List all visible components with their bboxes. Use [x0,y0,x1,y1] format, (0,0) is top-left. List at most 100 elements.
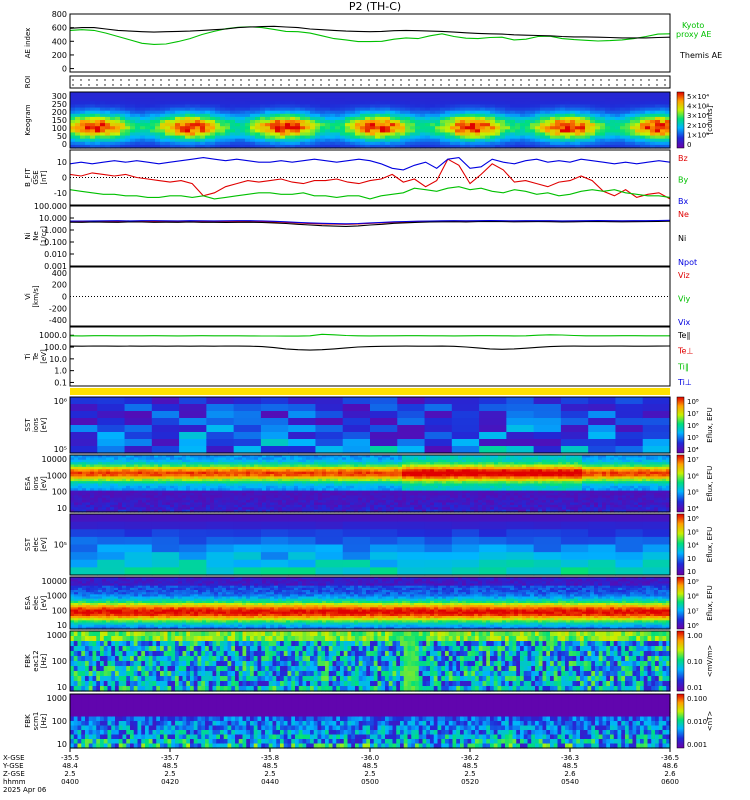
keogram-colorbar-tick: 0 [687,141,691,149]
sst_ion-cell [561,439,589,447]
roi-dot [88,79,89,80]
roi-dot [328,84,329,85]
sst_ion-cell [534,404,562,412]
roi-dot [160,84,161,85]
esa_ion-ylabel: ESA [24,476,32,490]
density-frame [70,206,670,266]
sst_ion-cell [206,397,234,405]
sst_ion-cell [534,432,562,440]
sst_ion-cell [643,425,671,433]
roi-dot [568,79,569,80]
bfield-ylabel: [nT] [40,170,48,184]
sst_ion-cell [534,425,562,433]
sst_ion-cell [479,439,507,447]
roi-dot [248,84,249,85]
roi-dot [392,84,393,85]
sst_ion-cell [206,411,234,419]
sst_ion-cell [615,432,643,440]
sst_ion-cell [179,439,207,447]
sst_ion-ylabel: SST [24,418,32,432]
roi-dot [624,79,625,80]
roi-dot [152,84,153,85]
sst_ion-cell [397,425,425,433]
temperature-legend: Ti⊥ [677,378,692,387]
sst_ion-cell [97,411,125,419]
roi-dot [88,84,89,85]
sst_ion-heatmap [70,397,671,454]
roi-dot [528,79,529,80]
roi-dot [432,79,433,80]
roi-dot [552,84,553,85]
roi-dot [104,79,105,80]
bfield-series-bx [70,158,670,170]
bfield-series-bz [70,159,670,199]
density-ytick: 0.010 [44,250,67,259]
sst_ion-cell [370,432,398,440]
keogram-colorbar [677,92,684,148]
sst_ion-cell [425,418,453,426]
roi-dot [632,79,633,80]
roi-dot [624,84,625,85]
roi-dot [136,84,137,85]
roi-dot [592,84,593,85]
ae-ytick: 600 [52,24,67,33]
roi-dot [496,84,497,85]
sst_ion-cell [397,397,425,405]
roi-dot [456,79,457,80]
roi-dot [664,84,665,85]
sst_ion-cell [288,397,316,405]
roi-dot [312,79,313,80]
roi-dot [520,84,521,85]
roi-dot [368,84,369,85]
sst_ion-cell [643,404,671,412]
roi-dot [560,84,561,85]
sst_ion-cell [506,425,534,433]
velocity-ytick: 200 [52,281,67,290]
roi-dot [200,79,201,80]
sst_ion-cell [70,425,98,433]
roi-dot [440,79,441,80]
roi-dot [576,84,577,85]
roi-dot [512,79,513,80]
roi-dot [184,84,185,85]
sst_ion-cell [97,397,125,405]
roi-dot [376,79,377,80]
sst_ion-cell [561,446,589,454]
bfield-ylabel: B_FIT [24,167,32,186]
sst_ion-cell [506,397,534,405]
roi-dot [144,84,145,85]
roi-dot [320,79,321,80]
roi-dot [256,84,257,85]
velocity-ylabel: [km/s] [32,285,40,308]
esa_ion-heatmap [70,455,671,513]
sst_ion-cell [479,411,507,419]
roi-dot [432,84,433,85]
sst_ion-cell [70,404,98,412]
roi-dot [336,79,337,80]
sst_ion-cell [534,411,562,419]
roi-dot [312,84,313,85]
sst_ion-cell [125,432,153,440]
sst_ion-cell [534,418,562,426]
roi-dot [176,84,177,85]
roi-dot [384,84,385,85]
sst_ion-cell [70,432,98,440]
sst_ion-cell [343,425,371,433]
roi-dot [592,79,593,80]
sst_ion-cell [615,425,643,433]
velocity-legend: Viz [678,271,690,280]
sst_ion-cell [97,425,125,433]
sst_ion-cell [479,404,507,412]
roi-dot [360,84,361,85]
roi-dot [656,79,657,80]
sst_ion-cell [643,411,671,419]
roi-dot [648,84,649,85]
roi-dot [640,79,641,80]
sst_ion-cell [452,397,480,405]
sst_ion-cell [452,411,480,419]
sst_ion-cell [179,411,207,419]
sst_ion-cell [397,439,425,447]
roi-dot [104,84,105,85]
sst_ion-cell [97,432,125,440]
sst_ion-cell [479,446,507,454]
